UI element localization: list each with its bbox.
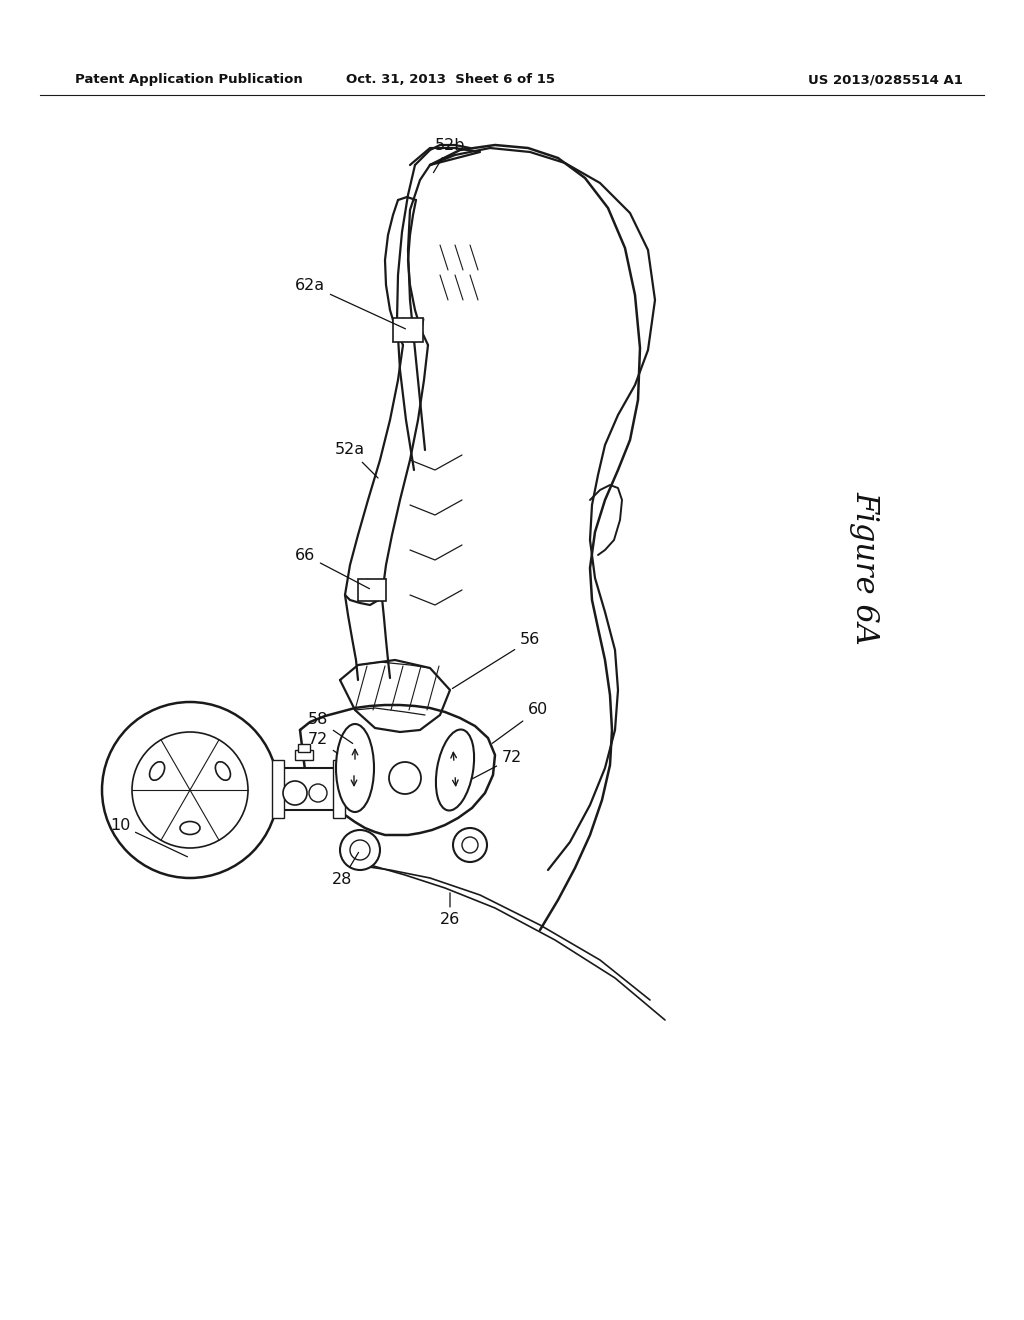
Bar <box>295 750 313 760</box>
Circle shape <box>132 733 248 847</box>
Bar <box>272 760 284 818</box>
Text: Figure 6A: Figure 6A <box>850 491 881 644</box>
Circle shape <box>389 762 421 795</box>
Ellipse shape <box>150 762 165 780</box>
Circle shape <box>102 702 278 878</box>
Ellipse shape <box>336 723 374 812</box>
Text: 62a: 62a <box>295 277 406 329</box>
Text: US 2013/0285514 A1: US 2013/0285514 A1 <box>808 74 963 87</box>
Text: 72: 72 <box>308 733 338 754</box>
Ellipse shape <box>180 821 200 834</box>
Circle shape <box>283 781 307 805</box>
Ellipse shape <box>436 730 474 810</box>
Circle shape <box>309 784 327 803</box>
Ellipse shape <box>215 762 230 780</box>
Text: 10: 10 <box>110 817 187 857</box>
Circle shape <box>350 840 370 861</box>
Text: 56: 56 <box>453 632 540 689</box>
Text: Patent Application Publication: Patent Application Publication <box>75 74 303 87</box>
Text: 66: 66 <box>295 548 370 589</box>
Text: 60: 60 <box>493 702 548 743</box>
Bar <box>298 744 310 752</box>
Text: 26: 26 <box>440 892 460 928</box>
Circle shape <box>462 837 478 853</box>
Circle shape <box>453 828 487 862</box>
Text: 72: 72 <box>472 751 522 779</box>
Text: 58: 58 <box>308 713 352 743</box>
Bar <box>393 318 423 342</box>
Text: 28: 28 <box>332 853 358 887</box>
Bar <box>333 760 345 818</box>
Text: Oct. 31, 2013  Sheet 6 of 15: Oct. 31, 2013 Sheet 6 of 15 <box>346 74 555 87</box>
Text: 52a: 52a <box>335 442 378 478</box>
Text: 52b: 52b <box>433 137 465 173</box>
Circle shape <box>340 830 380 870</box>
Bar <box>280 768 335 810</box>
Bar <box>358 579 386 601</box>
